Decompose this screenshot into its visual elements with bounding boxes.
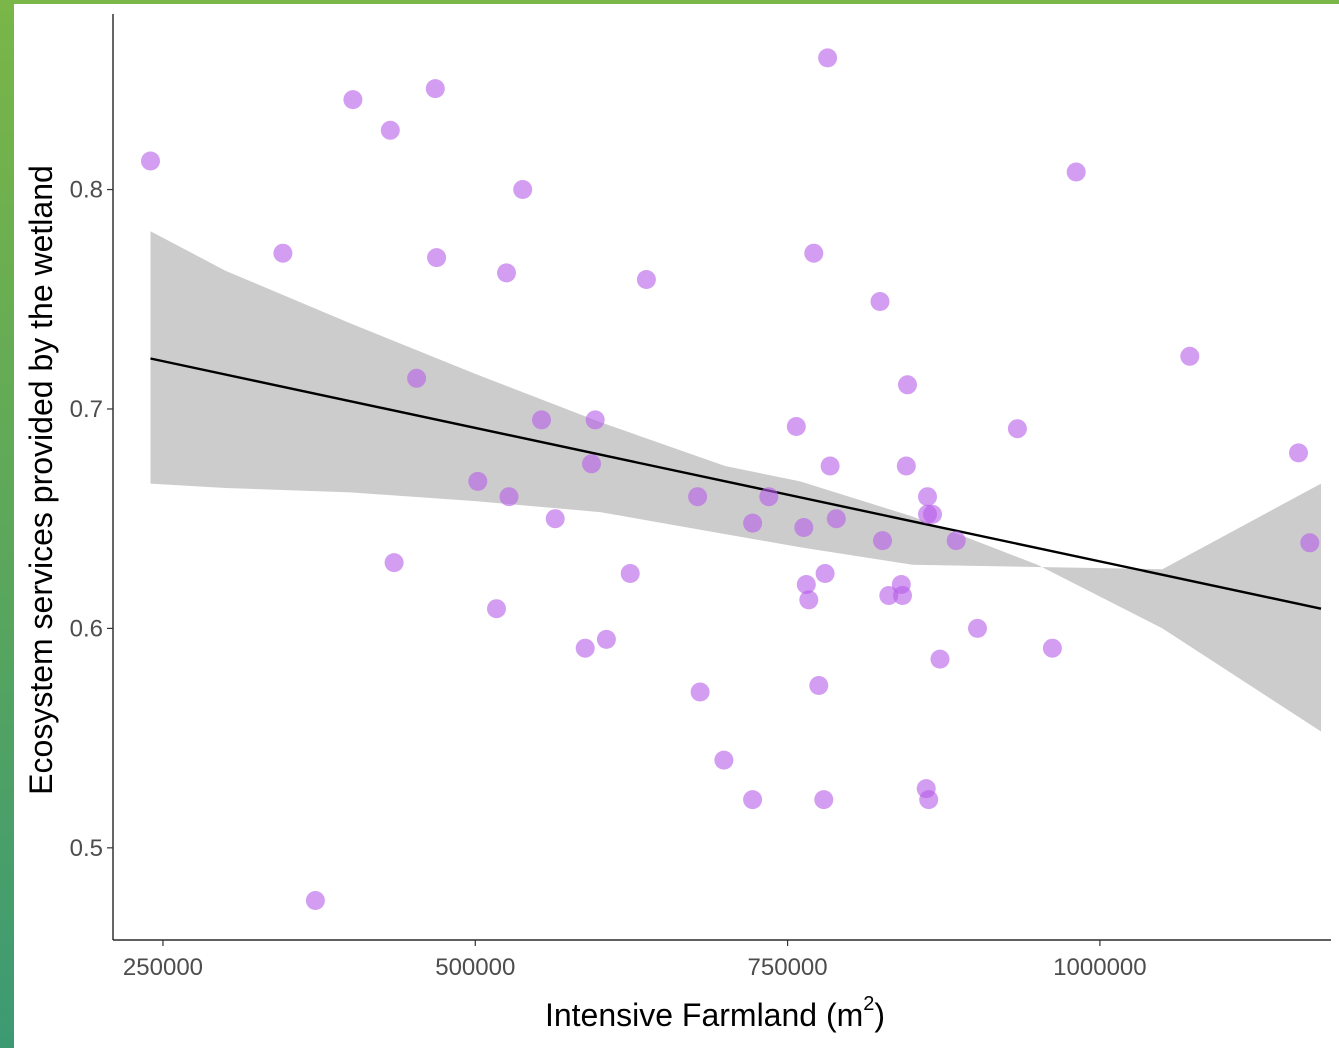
data-point xyxy=(305,891,325,910)
x-axis-title-superscript: 2 xyxy=(863,993,874,1015)
x-tick-label: 250000 xyxy=(123,954,203,981)
data-point xyxy=(499,487,519,507)
y-tick-label: 0.6 xyxy=(70,615,103,642)
confidence-band xyxy=(150,231,1321,732)
data-point xyxy=(786,417,806,436)
x-axis-title: Intensive Farmland (m2) xyxy=(545,993,885,1033)
data-point xyxy=(636,270,656,289)
data-point xyxy=(796,575,816,594)
data-point xyxy=(968,618,987,638)
data-point xyxy=(596,629,616,649)
data-point xyxy=(923,504,942,524)
data-point xyxy=(690,682,710,702)
data-point xyxy=(804,243,824,263)
x-axis-title-main: Intensive Farmland (m xyxy=(545,997,863,1033)
x-tick-label: 750000 xyxy=(748,954,828,981)
data-point xyxy=(815,564,835,583)
data-point xyxy=(794,518,814,537)
data-point xyxy=(918,487,937,507)
data-point xyxy=(273,243,293,263)
data-point xyxy=(799,590,819,610)
y-tick-label: 0.7 xyxy=(70,396,103,423)
data-point xyxy=(759,487,779,507)
data-point xyxy=(1300,533,1320,553)
data-point xyxy=(407,368,427,388)
data-point xyxy=(714,750,734,770)
y-axis-title: Ecosystem services provided by the wetla… xyxy=(23,165,59,795)
data-point xyxy=(743,513,763,533)
x-axis-ticks: 250000 500000 750000 1000000 xyxy=(123,940,1147,981)
data-point xyxy=(893,586,912,605)
data-point xyxy=(427,248,447,268)
data-point xyxy=(343,90,363,110)
x-tick-label: 500000 xyxy=(435,954,515,981)
data-point xyxy=(873,531,892,551)
data-point xyxy=(688,487,708,507)
data-point xyxy=(1289,443,1308,463)
confidence-band-layer xyxy=(150,231,1321,732)
data-point xyxy=(384,553,404,573)
data-point xyxy=(513,180,533,199)
chart-panel xyxy=(14,4,1339,1048)
data-point xyxy=(919,790,939,810)
trend-line-layer xyxy=(150,357,1322,610)
data-point xyxy=(468,471,488,491)
data-point xyxy=(818,48,838,68)
data-point xyxy=(532,410,551,430)
y-tick-label: 0.5 xyxy=(70,835,103,862)
data-point xyxy=(814,790,834,810)
data-point xyxy=(946,531,966,551)
x-axis-title-suffix: ) xyxy=(874,997,885,1033)
y-tick-label: 0.8 xyxy=(70,177,103,204)
data-point xyxy=(820,456,840,476)
data-point xyxy=(1066,162,1086,182)
data-point xyxy=(879,586,899,605)
data-point xyxy=(809,676,829,695)
data-point xyxy=(585,410,605,430)
data-point xyxy=(898,375,917,395)
data-point xyxy=(1007,419,1027,439)
data-point xyxy=(380,120,400,140)
data-point xyxy=(497,263,516,283)
trend-line xyxy=(150,357,1322,610)
data-point xyxy=(743,790,763,810)
y-axis-ticks: 0.5 0.6 0.7 0.8 xyxy=(70,177,113,862)
data-point xyxy=(141,151,160,171)
data-point xyxy=(1042,638,1062,658)
data-points-layer xyxy=(141,48,1320,910)
data-point xyxy=(896,456,916,476)
data-point xyxy=(425,79,445,99)
data-point xyxy=(575,638,595,658)
data-point xyxy=(826,509,846,529)
data-point xyxy=(545,509,565,529)
data-point xyxy=(870,292,890,311)
data-point xyxy=(487,599,506,619)
data-point xyxy=(620,564,640,583)
data-point xyxy=(1180,346,1200,366)
x-tick-label: 1000000 xyxy=(1053,954,1146,981)
data-point xyxy=(930,649,950,669)
data-point xyxy=(582,454,601,474)
